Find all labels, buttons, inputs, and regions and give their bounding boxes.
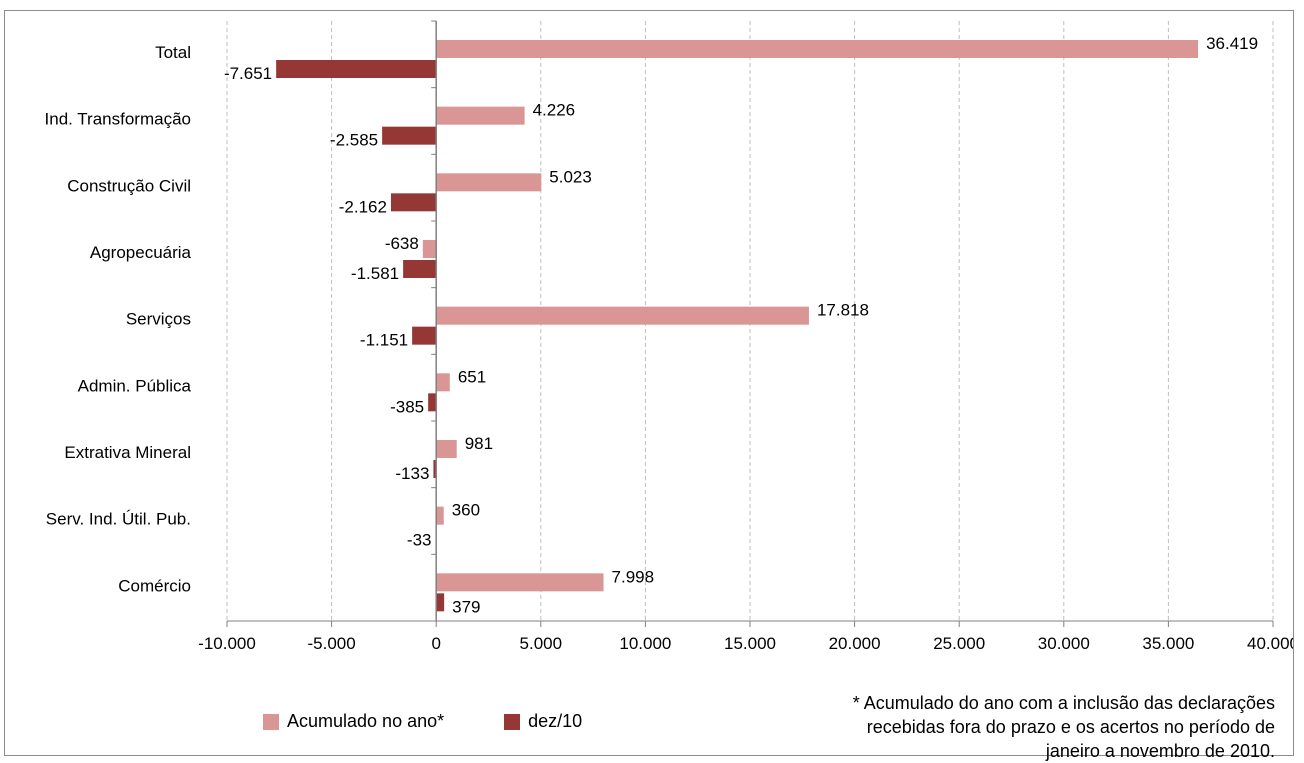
- category-label-6: Extrativa Mineral: [64, 443, 191, 462]
- category-label-8: Comércio: [118, 576, 191, 595]
- x-tick-label-7: 25.000: [933, 634, 985, 653]
- bar-acumulado-0: [436, 40, 1199, 58]
- data-label-dez10-6: -133: [395, 464, 429, 483]
- legend: Acumulado no ano* dez/10: [263, 711, 642, 732]
- data-label-dez10-1: -2.585: [330, 131, 378, 150]
- x-tick-label-9: 35.000: [1142, 634, 1194, 653]
- bar-acumulado-7: [436, 506, 444, 525]
- x-tick-label-1: -5.000: [307, 634, 355, 653]
- x-tick-label-4: 10.000: [619, 634, 671, 653]
- footnote-line-2: recebidas fora do prazo e os acertos no …: [866, 717, 1275, 737]
- data-label-acumulado-5: 651: [458, 367, 486, 386]
- bar-acumulado-1: [436, 106, 525, 125]
- legend-label-dez10: dez/10: [528, 711, 583, 731]
- category-label-3: Agropecuária: [90, 243, 192, 262]
- bars: [276, 40, 1199, 612]
- legend-swatch-acumulado: [263, 713, 279, 730]
- bar-acumulado-6: [436, 440, 457, 458]
- chart-frame: -10.000 -5.000 0 5.000 10.000 15.000 20.000 25.…: [4, 10, 1294, 761]
- data-label-acumulado-2: 5.023: [549, 167, 592, 186]
- bar-dez10-6: [433, 460, 437, 478]
- x-tick-label-6: 20.000: [829, 634, 881, 653]
- category-label-7: Serv. Ind. Útil. Pub.: [46, 510, 191, 529]
- bar-acumulado-4: [436, 306, 809, 325]
- footnote: * Acumulado do ano com a inclusão das de…: [715, 691, 1275, 763]
- category-label-5: Admin. Pública: [78, 376, 192, 395]
- data-label-dez10-4: -1.151: [360, 331, 408, 350]
- bar-dez10-0: [276, 60, 437, 78]
- data-label-acumulado-1: 4.226: [533, 101, 576, 120]
- x-tick-label-2: 0: [431, 634, 440, 653]
- category-label-2: Construção Civil: [67, 176, 191, 195]
- legend-item-acumulado: Acumulado no ano*: [263, 711, 444, 732]
- data-label-acumulado-6: 981: [465, 434, 493, 453]
- legend-item-dez10: dez/10: [504, 711, 582, 732]
- bar-dez10-4: [412, 326, 437, 345]
- bar-acumulado-3: [422, 240, 437, 258]
- legend-swatch-dez10: [504, 713, 521, 730]
- bar-dez10-5: [428, 393, 437, 412]
- legend-label-acumulado: Acumulado no ano*: [287, 711, 445, 731]
- data-label-acumulado-8: 7.998: [612, 567, 655, 586]
- bar-dez10-3: [403, 260, 437, 278]
- x-tick-label-3: 5.000: [520, 634, 563, 653]
- axes: [226, 20, 1274, 627]
- bar-acumulado-2: [436, 173, 542, 192]
- grid-lines: [226, 21, 1274, 621]
- bar-acumulado-5: [436, 373, 450, 392]
- footnote-line-1: * Acumulado do ano com a inclusão das de…: [852, 693, 1275, 713]
- bar-dez10-8: [436, 593, 445, 612]
- data-label-dez10-0: -7.651: [224, 64, 272, 83]
- category-label-1: Ind. Transformação: [45, 110, 191, 129]
- x-tick-label-5: 15.000: [724, 634, 776, 653]
- category-label-0: Total: [155, 43, 191, 62]
- bar-dez10-2: [390, 193, 437, 212]
- data-label-acumulado-3: -638: [385, 234, 419, 253]
- x-tick-label-8: 30.000: [1038, 634, 1090, 653]
- bar-chart: -10.000 -5.000 0 5.000 10.000 15.000 20.000 25.…: [45, 20, 1293, 653]
- data-label-acumulado-7: 360: [452, 501, 480, 520]
- data-label-dez10-2: -2.162: [339, 197, 387, 216]
- bar-dez10-1: [382, 126, 437, 145]
- footnote-line-3: janeiro a novembro de 2010.: [1045, 741, 1275, 761]
- data-label-dez10-5: -385: [390, 397, 424, 416]
- data-label-acumulado-4: 17.818: [817, 301, 869, 320]
- data-label-acumulado-0: 36.419: [1206, 34, 1258, 53]
- data-label-dez10-7: -33: [407, 531, 432, 550]
- labels: -10.000 -5.000 0 5.000 10.000 15.000 20.000 25.…: [45, 34, 1293, 653]
- bar-acumulado-8: [436, 573, 604, 592]
- data-label-dez10-3: -1.581: [351, 264, 399, 283]
- category-label-4: Serviços: [126, 310, 191, 329]
- x-tick-label-0: -10.000: [198, 634, 256, 653]
- x-tick-label-10: 40.000: [1247, 634, 1293, 653]
- data-label-dez10-8: 379: [452, 597, 480, 616]
